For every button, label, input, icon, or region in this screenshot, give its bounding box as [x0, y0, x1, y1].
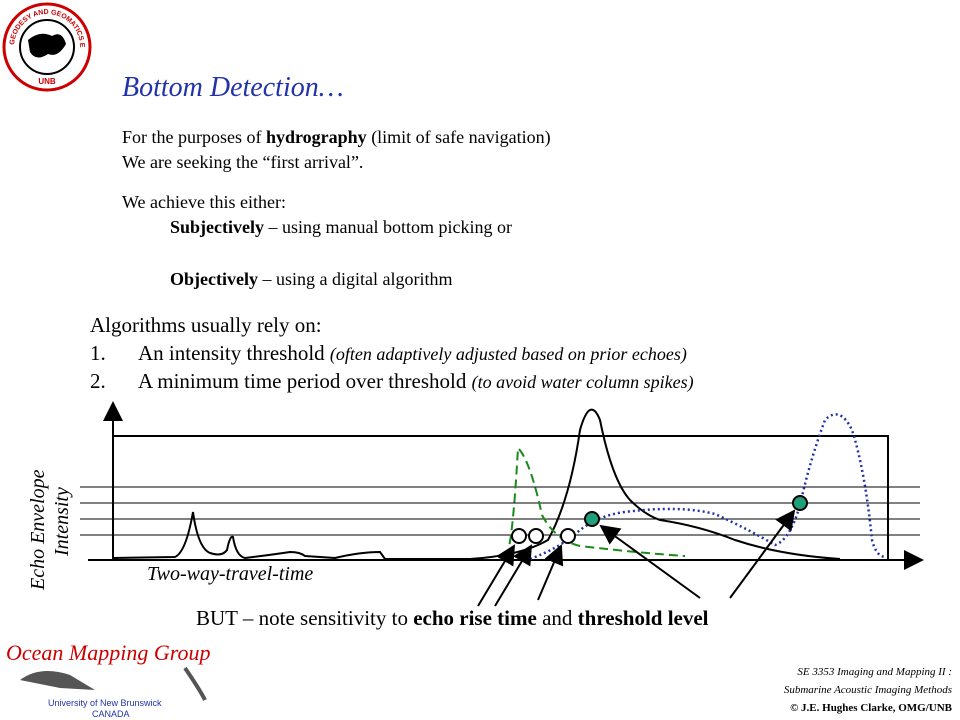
- algorithm-item: 2. A minimum time period over threshold (…: [90, 369, 694, 394]
- intro-line-2: We are seeking the “first arrival”.: [122, 152, 364, 172]
- title: Bottom Detection…: [122, 72, 344, 103]
- text: (limit of safe navigation): [366, 127, 551, 147]
- text: For the purposes of: [122, 127, 266, 147]
- text: An intensity threshold: [138, 341, 330, 365]
- item-number: 1.: [90, 341, 106, 365]
- text: – using manual bottom picking or: [264, 217, 512, 237]
- text: BUT – note sensitivity to: [196, 606, 414, 630]
- omg-country: CANADA: [92, 709, 130, 719]
- text: A minimum time period over threshold: [138, 369, 472, 393]
- omg-name: Ocean Mapping Group: [6, 640, 211, 665]
- course-line-1: SE 3353 Imaging and Mapping II :: [797, 666, 952, 678]
- text: and: [536, 606, 578, 630]
- y-label-2: Intensity: [51, 487, 73, 557]
- approach-item: Subjectively – using manual bottom picki…: [170, 217, 512, 238]
- course-line-3: © J.E. Hughes Clarke, OMG/UNB: [790, 702, 952, 714]
- bold-text: threshold level: [577, 606, 709, 630]
- x-label: Two-way-travel-time: [147, 563, 313, 585]
- bold-text: hydrography: [265, 127, 367, 147]
- approach-lead: We achieve this either:: [122, 192, 286, 212]
- unb-logo: GEODESY AND GEOMATICS ENGINEERING UNB: [0, 0, 92, 92]
- intro-line-1: For the purposes of hydrography (limit o…: [122, 127, 551, 148]
- diagram: [80, 401, 924, 607]
- bold-text: echo rise time: [413, 606, 537, 630]
- logo-center-text: UNB: [38, 77, 56, 86]
- algorithms-lead: Algorithms usually rely on:: [90, 313, 322, 337]
- algorithm-item: 1. An intensity threshold (often adaptive…: [90, 341, 687, 366]
- note: (often adaptively adjusted based on prio…: [329, 344, 687, 364]
- text: – using a digital algorithm: [257, 269, 453, 289]
- caption: BUT – note sensitivity to echo rise time…: [196, 606, 709, 631]
- omg-logo-art: [20, 666, 207, 701]
- item-number: 2.: [90, 369, 106, 393]
- y-label-1: Echo Envelope: [27, 469, 49, 591]
- note: (to avoid water column spikes): [471, 372, 694, 392]
- approach-item: Objectively – using a digital algorithm: [170, 269, 452, 290]
- course-line-2: Submarine Acoustic Imaging Methods: [783, 684, 952, 696]
- bold-text: Subjectively: [170, 217, 264, 237]
- bold-text: Objectively: [170, 269, 258, 289]
- omg-university: University of New Brunswick: [48, 698, 162, 708]
